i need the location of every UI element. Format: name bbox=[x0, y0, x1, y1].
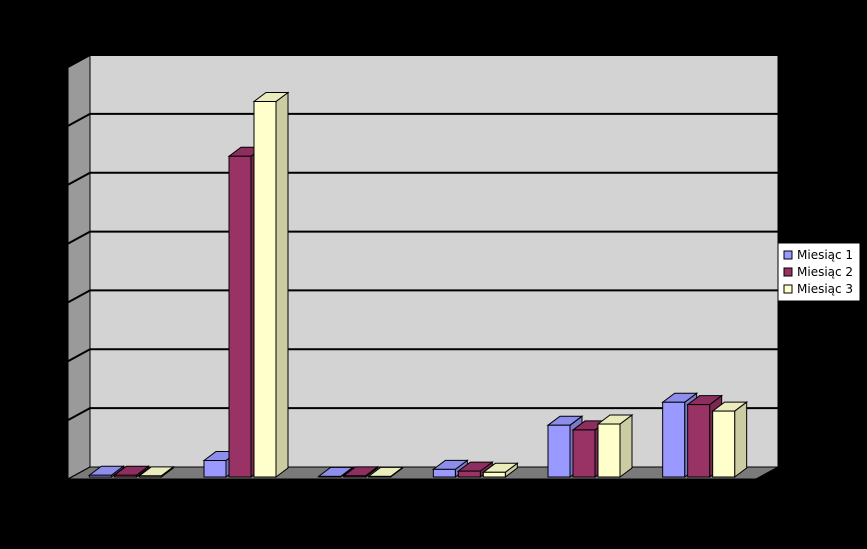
y-tick-label: 200,0 bbox=[30, 355, 62, 368]
x-tick-label-line: produkcji w toku bbox=[304, 508, 395, 521]
legend-swatch bbox=[783, 250, 793, 260]
gridline-side bbox=[67, 348, 91, 363]
bar bbox=[662, 401, 686, 478]
bar bbox=[203, 460, 227, 478]
bar bbox=[597, 423, 621, 478]
bar-side bbox=[275, 91, 289, 478]
legend-swatch bbox=[783, 284, 793, 294]
x-tick-label-line: Wskaźnik rotacji bbox=[648, 495, 737, 508]
x-tick-label: Wskaźnik rotacji wyrobów gotowych bbox=[419, 495, 508, 534]
side-wall bbox=[67, 54, 91, 480]
y-tick-label: 300,0 bbox=[30, 296, 62, 309]
x-tick-label: Wskaźnik rotacji gotówki bbox=[75, 495, 164, 521]
bar bbox=[253, 100, 277, 478]
y-tick-label: 100,0 bbox=[30, 414, 62, 427]
bar bbox=[318, 475, 342, 478]
gridline-side bbox=[67, 230, 91, 245]
x-tick-label: Wskaźnik rotacji zobowiązań bbox=[648, 495, 737, 521]
plot-area: 0,0 100,0 200,0 300,0 400,0 500,0 600,0 700,0 Ws… bbox=[30, 54, 779, 534]
bar bbox=[572, 429, 596, 478]
x-tick-label: Wskaźnik rotacji materiałów bbox=[190, 495, 279, 521]
bar bbox=[88, 474, 112, 478]
back-wall bbox=[89, 54, 779, 468]
bar bbox=[547, 424, 571, 478]
x-tick-label-line: gotówki bbox=[75, 508, 118, 521]
legend-swatch bbox=[783, 267, 793, 277]
bar bbox=[432, 468, 456, 478]
x-tick-label-line: Wskaźnik rotacji bbox=[190, 495, 279, 508]
gridline-side bbox=[67, 289, 91, 304]
legend-label: Miesiąc 1 bbox=[797, 248, 853, 262]
gridline-side bbox=[67, 54, 91, 68]
x-tick-label-line: Wskaźnik rotacji bbox=[304, 495, 393, 508]
x-tick-label: Wskaźnik rotacji produkcji w toku bbox=[304, 495, 395, 521]
y-tick-label: 700,0 bbox=[30, 61, 62, 74]
bar bbox=[457, 470, 481, 478]
bar bbox=[228, 155, 252, 478]
x-tick-label: Wskaźnik rotacji należności bbox=[534, 495, 623, 521]
x-tick-label-line: zobowiązań bbox=[648, 508, 713, 521]
x-tick-label-line: Wskaźnik rotacji bbox=[534, 495, 623, 508]
bar bbox=[343, 475, 367, 478]
bar-side bbox=[734, 401, 748, 478]
gridline-side bbox=[67, 112, 91, 127]
bar bbox=[113, 474, 137, 478]
chart-title: Kształtowanie się rotacji środków obroto… bbox=[250, 23, 613, 39]
bar bbox=[368, 475, 392, 478]
bar bbox=[482, 471, 506, 478]
x-tick-label-line: Wskaźnik rotacji bbox=[419, 495, 508, 508]
gridline-side bbox=[67, 171, 91, 186]
gridline-side bbox=[67, 407, 91, 422]
legend-label: Miesiąc 2 bbox=[797, 265, 853, 279]
legend-label: Miesiąc 3 bbox=[797, 282, 853, 296]
y-tick-label: 500,0 bbox=[30, 179, 62, 192]
x-tick-label-line: gotowych bbox=[419, 521, 472, 534]
bar-side bbox=[619, 414, 633, 478]
x-tick-label-line: należności bbox=[534, 508, 592, 521]
y-tick-label: 600,0 bbox=[30, 120, 62, 133]
bar bbox=[138, 475, 162, 478]
y-tick-label: 400,0 bbox=[30, 238, 62, 251]
x-tick-label-line: Wskaźnik rotacji bbox=[75, 495, 164, 508]
bar bbox=[687, 404, 711, 478]
x-tick-label-line: wyrobów bbox=[419, 508, 468, 521]
legend: Miesiąc 1 Miesiąc 2 Miesiąc 3 bbox=[777, 242, 861, 302]
x-tick-label-line: materiałów bbox=[190, 508, 252, 521]
y-tick-label: 0,0 bbox=[44, 473, 62, 486]
bar bbox=[712, 410, 736, 478]
